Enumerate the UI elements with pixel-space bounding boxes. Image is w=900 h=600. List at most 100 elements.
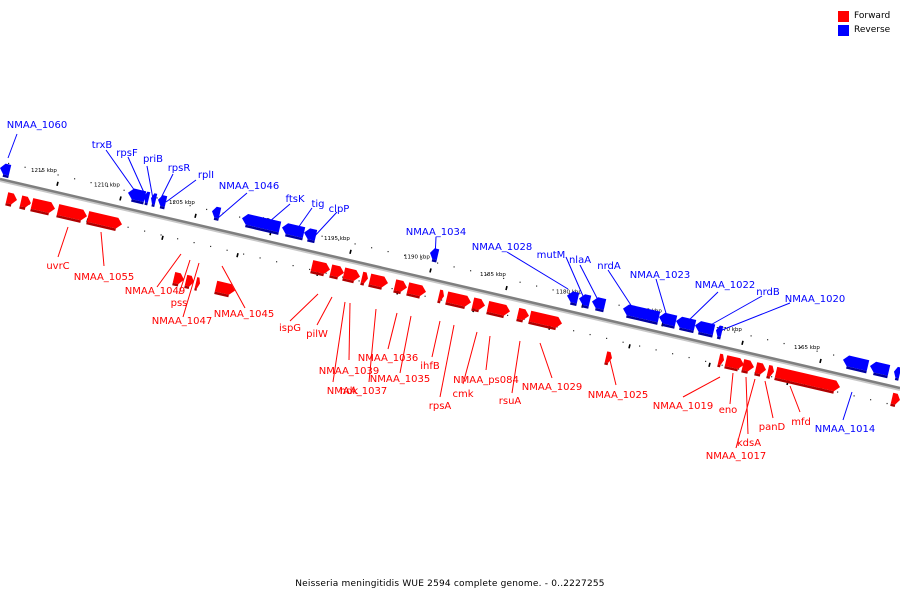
minor-tick [177,238,179,240]
minor-tick [771,376,773,378]
forward-gene-arrow [393,279,408,295]
scale-tick-label: 1180 kbp [556,290,582,296]
scale-tick [429,268,432,273]
reverse-gene-arrow [242,213,282,235]
reverse-gene-arrow [676,316,697,334]
gene-arrow-shadow [393,290,401,295]
gene-arrow-shadow [131,199,144,205]
minor-tick [589,333,591,336]
reverse-gene-arrow [623,304,661,325]
minor-tick [573,330,575,332]
scale-tick-label: 1195 kbp [324,236,350,242]
reverse-gene-label: nlaA [569,255,591,266]
reverse-gene-label: nrdA [597,261,621,272]
scale-tick [56,181,59,186]
reverse-gene-label: nrdB [756,287,780,298]
gene-callout-line [387,312,398,350]
gene-callout-line [655,278,669,321]
forward-gene-arrow [30,198,55,216]
minor-tick [519,281,521,283]
minor-tick [276,261,278,263]
gene-arrow-shadow [19,206,26,210]
legend-forward: Forward [838,9,890,23]
minor-tick [144,230,146,232]
gene-arrow-body [471,297,486,310]
forward-gene-label: mfd [791,417,811,428]
forward-gene-label: kdsA [737,438,761,449]
minor-tick [24,166,26,168]
forward-gene-arrow [406,282,426,299]
gene-arrow-body [144,191,151,203]
gene-arrow-body [406,282,426,297]
gene-arrow-shadow [310,270,324,277]
gene-arrow-body [843,355,870,371]
gene-arrow-shadow [213,217,219,221]
minor-tick [886,402,888,405]
forward-gene-arrow [724,355,744,372]
gene-arrow-body [486,300,510,316]
forward-gene-label: NMAA_1029 [522,382,583,393]
gene-arrow-shadow [716,336,721,340]
minor-tick [321,235,323,237]
scale-tick-label: 1185 kbp [480,272,506,278]
forward-gene-label: ispG [279,323,301,334]
minor-tick [189,205,191,207]
gene-callout-line [316,296,333,326]
gene-arrow-body [592,297,607,310]
gene-arrow-shadow [471,308,479,313]
scale-tick [194,213,197,219]
minor-tick [358,280,360,282]
gene-arrow-body [623,304,661,323]
forward-gene-label: uvrC [46,261,69,272]
forward-gene-label: NMAA_1045 [214,309,275,320]
gene-arrow-body [282,223,306,238]
forward-gene-label: NMAA_1039 [319,366,380,377]
forward-gene-label: NMAA_1049 [125,286,186,297]
gene-arrow-body [30,198,55,213]
reverse-gene-arrow [158,195,168,210]
gene-arrow-body [214,280,235,295]
scale-tick [505,285,508,291]
minor-tick [391,287,393,290]
gene-arrow-shadow [245,224,279,235]
gene-arrow-body [158,195,168,207]
gene-callout-line [431,320,441,358]
reverse-gene-label: rpsR [168,163,191,174]
gene-arrow-body [774,366,840,392]
forward-gene-arrow [528,310,562,331]
scale-tick [741,340,744,346]
reverse-gene-arrow [579,294,592,309]
minor-tick [800,346,802,348]
minor-tick [259,257,261,259]
gene-arrow-body [342,267,360,281]
forward-swatch [838,10,849,22]
forward-gene-arrow [437,289,444,304]
gene-callout-line [221,265,246,309]
reverse-swatch [838,24,849,36]
minor-tick [734,331,736,333]
gene-callout-line [100,231,105,267]
gene-arrow-shadow [516,318,523,323]
gene-callout-line [511,340,521,394]
minor-tick [441,299,443,301]
forward-gene-label: cmk [452,389,473,400]
minor-tick [354,243,356,245]
gene-arrow-body [360,271,369,284]
gene-callout-line [159,173,174,201]
gene-arrow-body [430,248,440,261]
reverse-gene-arrow [151,193,158,208]
forward-gene-label: NMAA_1017 [706,451,767,462]
minor-tick [639,345,641,347]
forward-gene-arrow [890,392,900,407]
gene-arrow-body [717,353,724,365]
reverse-gene-arrow [716,325,724,340]
reverse-gene-arrow [567,291,580,307]
forward-gene-label: pilW [306,329,328,340]
minor-tick [767,339,769,341]
legend-reverse: Reverse [838,23,890,37]
gene-arrow-shadow [894,377,899,381]
gene-callout-line [745,376,749,435]
forward-gene-arrow [56,204,88,223]
gene-arrow-body [890,392,900,405]
minor-tick [206,208,208,211]
